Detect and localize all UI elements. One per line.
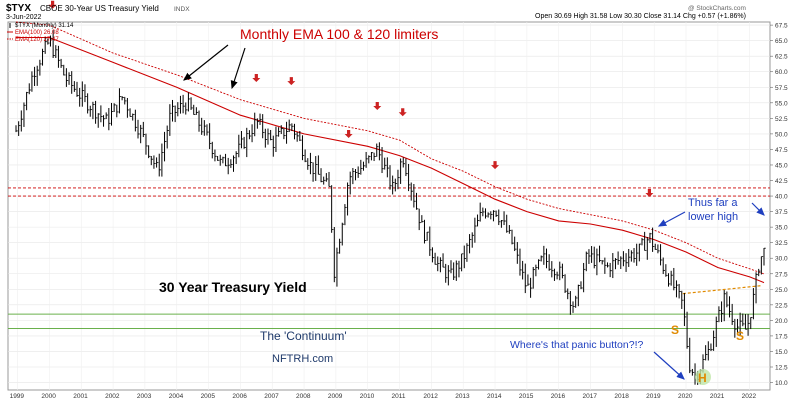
exchange-label: INDX (174, 6, 190, 13)
x-tick-label: 2013 (455, 393, 470, 400)
y-tick-label: 17.5 (775, 333, 788, 340)
panic-arrow (653, 351, 685, 380)
y-tick-label: 10.0 (775, 380, 788, 387)
chart-title: 30 Year Treasury Yield (159, 279, 307, 295)
plot-frame (7, 21, 771, 391)
date-label: 3-Jun-2022 (6, 14, 42, 21)
shoulder-left: S (671, 323, 679, 337)
shoulder-right: S (736, 329, 744, 343)
legend-label: EMA(100) 26.08 (15, 30, 59, 36)
legend-label: EMA(120) 27.47 (15, 37, 59, 43)
y-axis-ticks: 10.0 12.5 15.0 17.5 20.0 22.5 25.0 27.5 30.0 32.5… (770, 23, 788, 387)
ema-note-arrow-2 (230, 47, 246, 90)
chart-header: $TYX CBOE 30-Year US Treasury Yield INDX… (6, 3, 746, 21)
peak-arrow-icon (287, 77, 296, 86)
y-tick-label: 12.5 (775, 365, 788, 372)
x-tick-label: 2002 (105, 393, 120, 400)
x-axis-ticks: 1999 2000 2001 2002 2003 2004 2005 2006 2007 2008… (10, 393, 757, 400)
x-tick-label: 2020 (678, 393, 693, 400)
lower-high-line-1: Thus far a (688, 197, 738, 209)
symbol-label: $TYX (6, 3, 31, 14)
x-tick-label: 2011 (392, 393, 406, 400)
y-tick-label: 27.5 (775, 271, 788, 278)
y-tick-label: 60.0 (775, 69, 788, 76)
head-label: H (698, 371, 707, 385)
lower-high-arrow-left (657, 211, 686, 227)
annotations: Monthly EMA 100 & 120 limiters 30 Year T… (159, 26, 765, 385)
x-tick-label: 2012 (423, 393, 438, 400)
y-tick-label: 30.0 (775, 256, 788, 263)
y-tick-label: 42.5 (775, 178, 788, 185)
y-tick-label: 20.0 (775, 318, 788, 325)
peak-arrow-icon (373, 102, 382, 111)
site-label: NFTRH.com (272, 353, 333, 365)
lower-high-arrow-right (751, 202, 765, 216)
x-tick-label: 2000 (41, 393, 56, 400)
x-tick-label: 2014 (487, 393, 502, 400)
peak-arrow-icon (344, 130, 353, 138)
y-tick-label: 40.0 (775, 194, 788, 201)
horizontal-levels (8, 187, 770, 329)
x-tick-label: 2017 (583, 393, 598, 400)
x-tick-label: 2018 (614, 393, 629, 400)
x-tick-label: 2021 (710, 393, 725, 400)
price-bars (15, 29, 766, 385)
x-tick-label: 2004 (169, 393, 184, 400)
legend-label: $TYX (Monthly) 31.14 (15, 23, 74, 29)
y-tick-label: 37.5 (775, 209, 788, 216)
continuum-label: The 'Continuum' (260, 329, 347, 343)
x-tick-label: 2005 (201, 393, 216, 400)
y-tick-label: 57.5 (775, 85, 788, 92)
x-tick-label: 1999 (10, 393, 25, 400)
lower-high-line-2: lower high (688, 211, 738, 223)
x-tick-label: 2019 (646, 393, 661, 400)
ema-lines (15, 21, 765, 284)
y-tick-label: 67.5 (775, 23, 788, 30)
y-tick-label: 62.5 (775, 54, 788, 61)
watermark: @ StockCharts.com (688, 5, 746, 12)
y-tick-label: 25.0 (775, 287, 788, 294)
y-tick-label: 22.5 (775, 302, 788, 309)
x-tick-label: 2010 (360, 393, 375, 400)
x-tick-label: 2015 (519, 393, 534, 400)
x-tick-label: 2001 (73, 393, 88, 400)
peak-arrow-icon (491, 161, 500, 170)
y-tick-label: 52.5 (775, 116, 788, 123)
x-tick-label: 2003 (137, 393, 152, 400)
peak-arrow-icon (252, 74, 261, 83)
x-tick-label: 2007 (264, 393, 279, 400)
x-tick-label: 2009 (328, 393, 343, 400)
peak-arrow-icon (645, 189, 654, 198)
y-tick-label: 50.0 (775, 131, 788, 138)
panic-label: Where's that panic button?!? (510, 339, 643, 351)
neckline (682, 284, 763, 295)
head-highlight (695, 369, 711, 385)
y-tick-label: 15.0 (775, 349, 788, 356)
x-tick-label: 2022 (742, 393, 757, 400)
y-tick-label: 32.5 (775, 240, 788, 247)
y-tick-label: 47.5 (775, 147, 788, 154)
y-tick-label: 55.0 (775, 100, 788, 107)
y-tick-label: 65.0 (775, 38, 788, 45)
peak-markers (48, 0, 654, 198)
ema-note-arrow-1 (183, 44, 229, 81)
y-tick-label: 45.0 (775, 162, 788, 169)
peak-arrow-icon (398, 108, 407, 117)
peak-arrow-icon (48, 0, 57, 9)
ema-100-line (16, 36, 765, 284)
y-tick-label: 35.0 (775, 225, 788, 232)
ohlc-readout: Open 30.69 High 31.58 Low 30.30 Close 31… (535, 13, 746, 20)
x-tick-label: 2006 (232, 393, 247, 400)
instrument-name: CBOE 30-Year US Treasury Yield (40, 4, 159, 13)
ema-note: Monthly EMA 100 & 120 limiters (240, 26, 438, 42)
x-tick-label: 2016 (551, 393, 566, 400)
ema-120-line (15, 21, 765, 275)
x-tick-label: 2008 (296, 393, 311, 400)
